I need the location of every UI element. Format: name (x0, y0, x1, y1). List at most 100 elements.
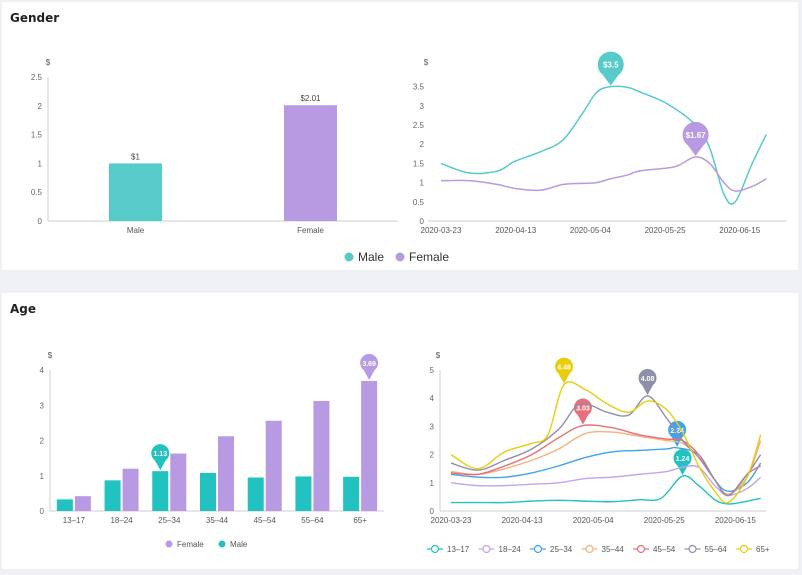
age-bar-category-label: 35–44 (206, 516, 229, 525)
age-bar-male (56, 499, 73, 511)
age-line-y-axis-label: $ (436, 351, 441, 360)
age-bar-category-label: 25–34 (158, 516, 181, 525)
age-line-peak-marker-tail (558, 373, 570, 384)
age-bar-male (152, 471, 169, 511)
age-line-legend-marker[interactable] (585, 544, 594, 554)
age-line-series (451, 474, 761, 505)
age-bar-male (200, 472, 216, 511)
age-line-legend-label: 18–24 (499, 545, 522, 554)
gender-line-xtick-label: 2020-05-25 (645, 226, 686, 235)
gender-line-series-female (440, 156, 767, 192)
age-line-peak-marker-label: 3.03 (576, 406, 590, 413)
gender-line-ytick-label: 0.5 (413, 198, 425, 207)
age-line-xtick-label: 2020-03-23 (431, 516, 472, 525)
age-bar-category-label: 65+ (353, 516, 367, 525)
age-line-peak-marker: 4.48 (555, 357, 574, 384)
age-line-legend-marker[interactable] (482, 544, 491, 554)
age-line-ytick-label: 5 (430, 366, 435, 375)
gender-bar-ytick-label: 1 (38, 159, 43, 168)
age-bar-ytick-label: 0 (40, 507, 45, 516)
age-line-legend-marker[interactable] (739, 544, 749, 554)
age-bar-female (122, 468, 139, 511)
age-bar-female (265, 420, 282, 511)
age-line-legend-marker[interactable] (533, 544, 543, 554)
age-line-peak-marker-bubble (668, 420, 687, 439)
age-bar-male (247, 477, 264, 511)
gender-bar-ytick-label: 0 (38, 217, 43, 226)
age-line-ytick-label: 2 (430, 451, 435, 460)
age-line-legend-label: 13–17 (447, 545, 470, 554)
age-bar-legend-label: Female (177, 540, 204, 549)
age-line-ytick-label: 4 (430, 394, 435, 403)
age-bar-category-label: 13–17 (63, 516, 86, 525)
gender-bar-ytick-label: 0.5 (31, 188, 43, 197)
age-line-ytick-label: 0 (430, 507, 435, 516)
gender-line-peak-marker: $3.5 (597, 51, 624, 86)
age-bar-female (74, 496, 91, 511)
age-line-xtick-label: 2020-05-25 (644, 516, 685, 525)
age-line-peak-marker: 1.24 (673, 449, 692, 476)
age-bar-callout-tail (154, 460, 166, 471)
gender-line-peak-marker: $1.67 (682, 121, 709, 156)
age-bar-callout-label: 1.13 (153, 451, 167, 458)
gender-line-xtick-label: 2020-06-15 (719, 226, 760, 235)
gender-line-xtick-label: 2020-05-04 (570, 226, 611, 235)
age-line-peak-marker-label: 2.24 (670, 428, 684, 435)
gender-line-ytick-label: 3.5 (413, 83, 425, 92)
gender-bar-value-label: $1 (131, 152, 140, 161)
age-line-peak-marker-bubble (638, 368, 657, 387)
age-line-legend-label: 45–54 (653, 545, 676, 554)
gender-line-peak-marker-tail (602, 75, 619, 86)
age-title: Age (10, 302, 37, 316)
age-line-xtick-label: 2020-06-15 (715, 516, 756, 525)
age-line-legend-marker[interactable] (430, 544, 440, 554)
age-bar-ytick-label: 1 (40, 472, 45, 481)
gender-line-xtick-label: 2020-04-13 (495, 226, 536, 235)
age-bar-legend-swatch[interactable] (165, 540, 173, 548)
age-line-peak-marker-tail (577, 414, 589, 425)
age-bar-category-label: 45–54 (254, 516, 277, 525)
age-bar-callout-bubble (151, 444, 170, 463)
gender-bar-category-label: Female (297, 226, 324, 235)
age-line-xtick-label: 2020-04-13 (502, 516, 543, 525)
age-line-legend-label: 35–44 (602, 545, 625, 554)
age-bar-male (104, 480, 121, 511)
gender-legend-swatch[interactable] (395, 252, 405, 262)
age-line-legend-marker[interactable] (636, 544, 646, 554)
age-bar-legend-swatch[interactable] (218, 540, 226, 548)
age-line-peak-marker-tail (642, 385, 653, 395)
gender-line-peak-marker-tail (687, 145, 704, 156)
gender-title: Gender (10, 11, 60, 25)
age-bar-category-label: 55–64 (301, 516, 324, 525)
age-line-xtick-label: 2020-05-04 (573, 516, 614, 525)
gender-panel: Gender (2, 2, 798, 270)
gender-line-ytick-label: 3 (420, 102, 425, 111)
age-line-series (450, 446, 762, 492)
age-bar-ytick-label: 4 (40, 366, 45, 375)
age-bar-ytick-label: 2 (40, 437, 45, 446)
age-bar-female (361, 380, 378, 511)
age-bar-category-label: 18–24 (110, 516, 133, 525)
age-line-ytick-label: 1 (430, 479, 435, 488)
age-line-legend-marker[interactable] (688, 544, 697, 554)
gender-line-peak-marker-label: $1.67 (686, 131, 707, 140)
gender-line-peak-marker-bubble (597, 51, 624, 78)
age-line-series (450, 381, 762, 504)
gender-bar-ytick-label: 2.5 (31, 73, 43, 82)
age-bar-legend-label: Male (230, 540, 248, 549)
age-bar-ytick-label: 3 (40, 401, 45, 410)
gender-bar-y-axis-label: $ (46, 58, 51, 67)
age-bar-callout: 3.69 (360, 353, 379, 380)
age-bar-male (295, 476, 312, 511)
age-line-peak-marker-label: 1.24 (676, 456, 690, 463)
gender-line-peak-marker-bubble (682, 121, 709, 148)
gender-legend-label: Male (358, 250, 384, 264)
gender-legend-label: Female (409, 250, 449, 264)
gender-line-y-axis-label: $ (424, 58, 429, 67)
age-line-peak-marker-bubble (673, 449, 692, 468)
age-line-ytick-label: 3 (430, 422, 435, 431)
gender-bar-value-label: $2.01 (300, 94, 321, 103)
age-bar-callout-bubble (360, 353, 379, 372)
gender-legend-swatch[interactable] (344, 252, 354, 262)
gender-line-ytick-label: 2.5 (413, 121, 425, 130)
